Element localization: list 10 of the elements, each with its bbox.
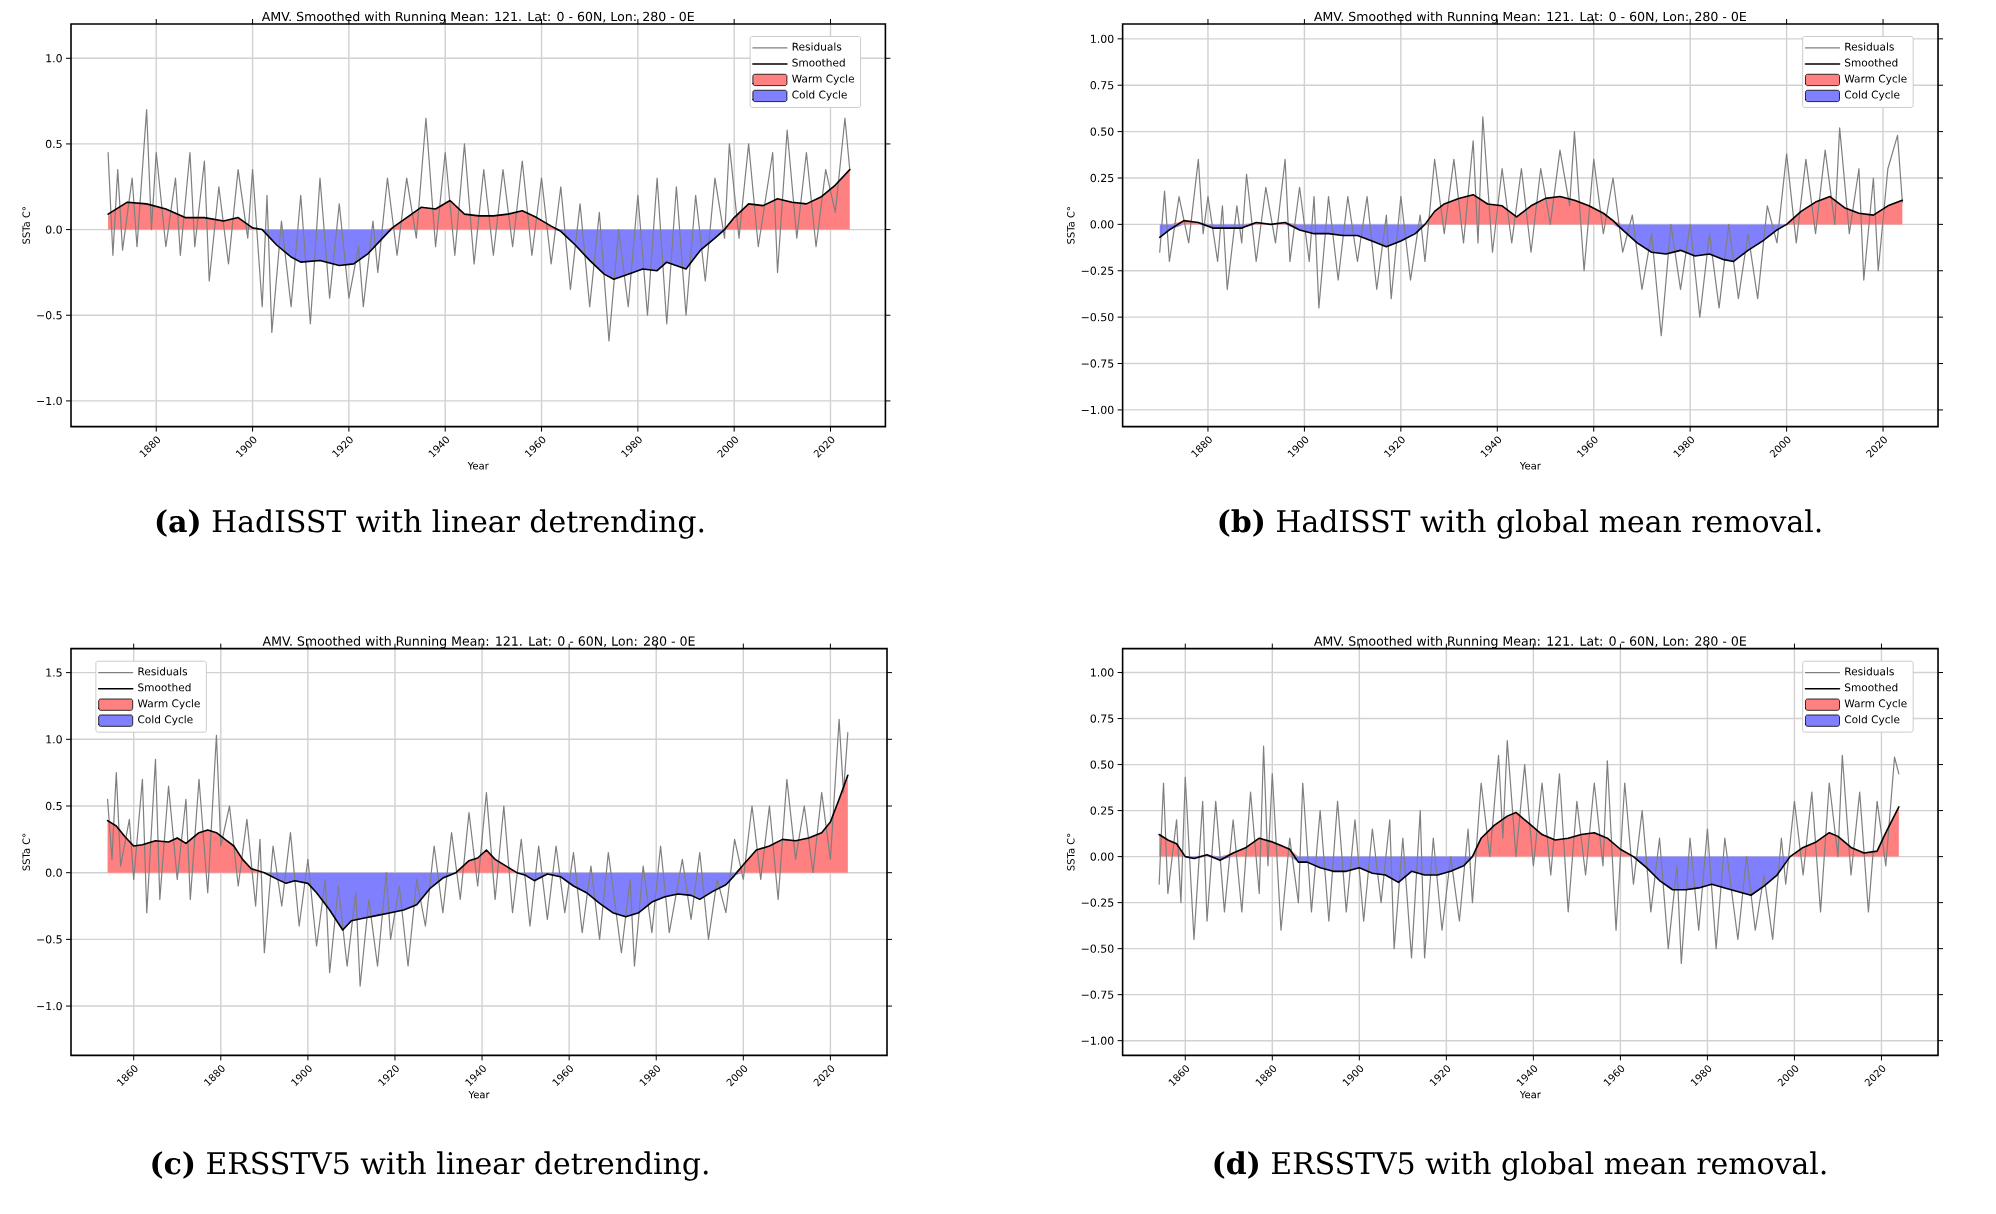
line-series: [107, 168, 851, 281]
line-series: [106, 718, 849, 987]
text: (d) ERSSTV5 with global mean removal.: [1214, 1151, 1826, 1181]
text: (c) ERSSTV5 with linear detrending.: [152, 1151, 708, 1181]
line-series: [1158, 740, 1900, 964]
text: (b) HadISST with global mean removal.: [1219, 509, 1821, 539]
line-series: [107, 109, 851, 342]
line-series: [106, 774, 849, 931]
line-series: [1159, 116, 1903, 337]
text: (a) HadISST with linear detrending.: [156, 509, 704, 539]
